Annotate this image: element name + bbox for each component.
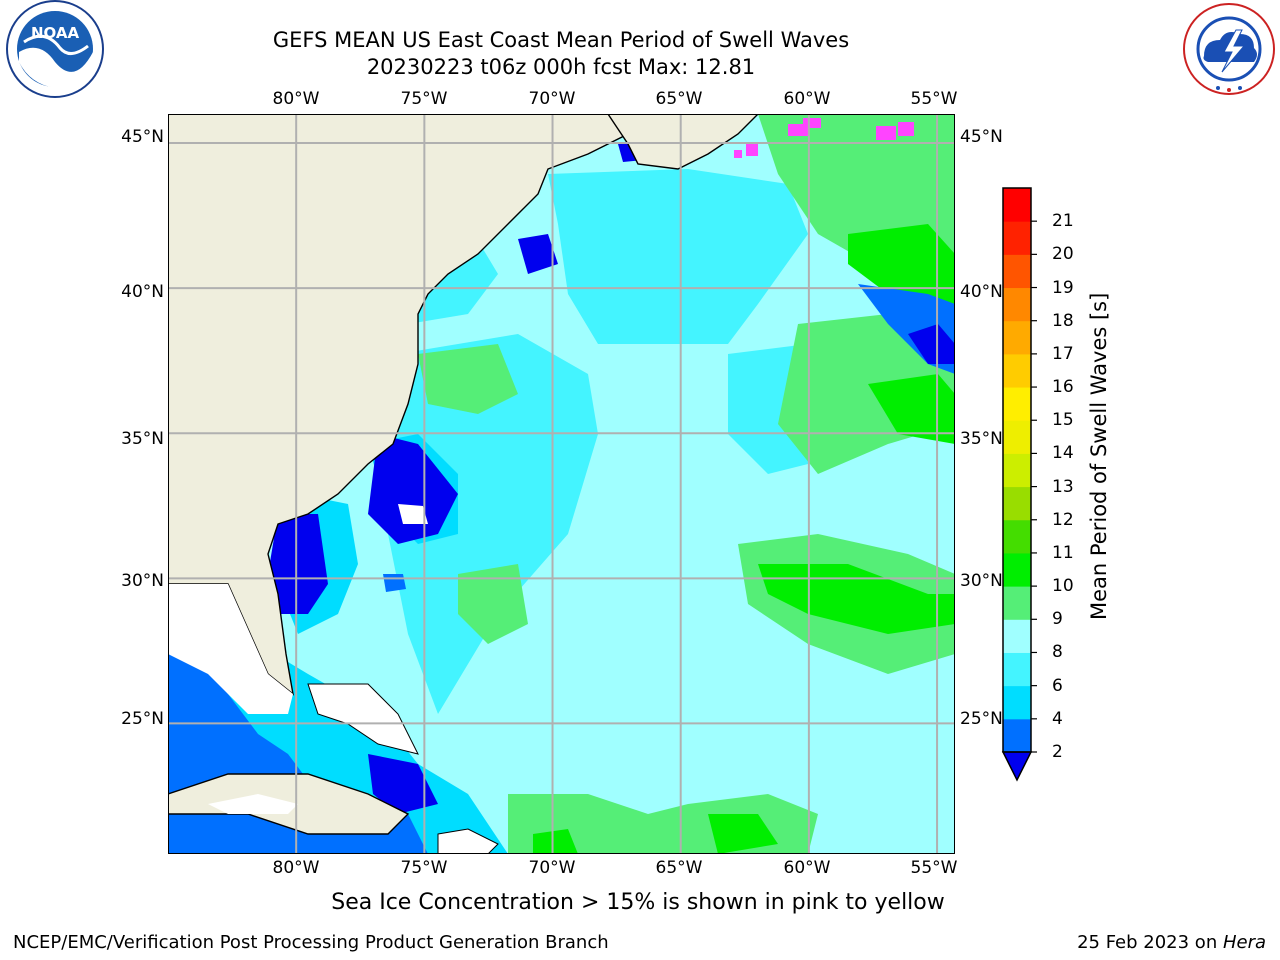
colorbar-tick-label: 21 <box>1052 211 1074 232</box>
lon-label-top: 60°W <box>783 89 831 109</box>
colorbar-segment <box>1003 453 1031 488</box>
lat-label-left: 30°N <box>121 571 164 591</box>
lon-label-bottom: 65°W <box>655 858 703 878</box>
colorbar-label: Mean Period of Swell Waves [s] <box>1087 292 1111 620</box>
lon-label-top: 65°W <box>655 89 703 109</box>
colorbar-segment <box>1003 519 1031 554</box>
lat-label-left: 45°N <box>121 127 164 147</box>
lat-label-right: 30°N <box>960 571 1003 591</box>
lat-label-left: 25°N <box>121 709 164 729</box>
nws-logo <box>1183 3 1275 95</box>
lon-label-top: 75°W <box>400 89 448 109</box>
colorbar-tick-label: 10 <box>1052 576 1074 597</box>
colorbar-tick-label: 15 <box>1052 410 1074 431</box>
colorbar-tick-label: 13 <box>1052 476 1074 497</box>
colorbar-tick-label: 2 <box>1052 742 1063 762</box>
colorbar-tick-label: 19 <box>1052 277 1074 298</box>
colorbar-tick-label: 9 <box>1052 609 1063 630</box>
land-areas <box>168 114 759 854</box>
colorbar-tick-label: 4 <box>1052 708 1063 729</box>
lat-label-right: 25°N <box>960 709 1003 729</box>
lon-label-bottom: 55°W <box>910 858 958 878</box>
lon-label-bottom: 70°W <box>528 858 576 878</box>
colorbar-segment <box>1003 387 1031 421</box>
sea-ice-note: Sea Ice Concentration > 15% is shown in … <box>331 890 945 915</box>
lon-label-top: 55°W <box>910 89 958 109</box>
colorbar-segment <box>1003 221 1031 255</box>
lat-label-left: 35°N <box>121 429 164 449</box>
lat-label-right: 45°N <box>960 127 1003 147</box>
lat-label-right: 35°N <box>960 429 1003 449</box>
colorbar-segment <box>1003 718 1031 753</box>
footer-date: 25 Feb 2023 on <box>1077 932 1223 953</box>
colorbar-segment <box>1003 586 1031 620</box>
lon-label-bottom: 80°W <box>272 858 320 878</box>
swell-period-map <box>168 114 955 854</box>
colorbar-segment <box>1003 652 1031 687</box>
chart-title: GEFS MEAN US East Coast Mean Period of S… <box>272 28 850 52</box>
lon-label-bottom: 75°W <box>400 858 448 878</box>
sea-ice-patches <box>734 118 914 158</box>
lon-label-bottom: 60°W <box>783 858 831 878</box>
colorbar-segment <box>1003 320 1031 355</box>
lon-label-top: 80°W <box>272 89 320 109</box>
footer-right: 25 Feb 2023 on Hera <box>1077 932 1266 953</box>
colorbar-segment <box>1003 254 1031 289</box>
colorbar-tick-label: 8 <box>1052 642 1063 663</box>
colorbar-tick-label: 17 <box>1052 343 1074 364</box>
colorbar-segment <box>1003 552 1031 587</box>
lat-label-left: 40°N <box>121 282 164 302</box>
colorbar-segment <box>1003 486 1031 521</box>
colorbar-segment <box>1003 685 1031 720</box>
noaa-logo: NOAA <box>6 0 104 98</box>
colorbar-segment <box>1003 188 1031 222</box>
noaa-logo-text: NOAA <box>31 24 80 42</box>
colorbar-tick-label: 18 <box>1052 310 1074 331</box>
colorbar <box>1001 187 1037 782</box>
colorbar-tick-label: 20 <box>1052 244 1074 265</box>
footer-left: NCEP/EMC/Verification Post Processing Pr… <box>13 932 609 953</box>
lat-label-right: 40°N <box>960 282 1003 302</box>
colorbar-segment <box>1003 353 1031 388</box>
colorbar-segment <box>1003 287 1031 322</box>
colorbar-tick-label: 6 <box>1052 675 1063 696</box>
colorbar-extend-triangle <box>1001 751 1033 782</box>
chart-subtitle: 20230223 t06z 000h fcst Max: 12.81 <box>366 55 756 79</box>
colorbar-segment <box>1003 619 1031 653</box>
colorbar-border <box>1002 187 1032 753</box>
colorbar-tick-label: 12 <box>1052 509 1074 530</box>
graticule <box>168 114 955 854</box>
colorbar-segment <box>1003 420 1031 454</box>
lon-label-top: 70°W <box>528 89 576 109</box>
colorbar-tick-label: 16 <box>1052 377 1074 398</box>
footer-machine: Hera <box>1222 932 1266 953</box>
colorbar-tick-label: 11 <box>1052 542 1074 563</box>
colorbar-tick-label: 14 <box>1052 443 1074 464</box>
